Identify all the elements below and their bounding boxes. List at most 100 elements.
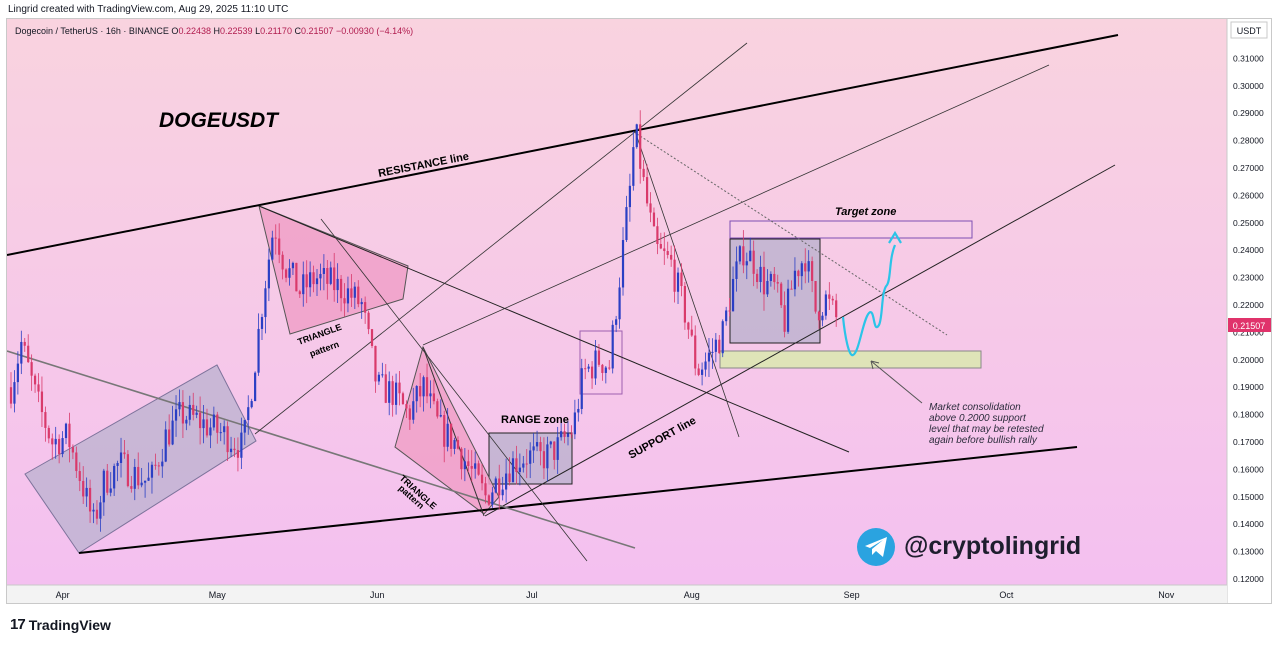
time-tick-label: Nov <box>1158 590 1175 600</box>
candle-body <box>408 408 411 420</box>
candle-body <box>209 427 212 436</box>
candle-body <box>749 250 752 262</box>
price-tick-label: 0.15000 <box>1233 492 1264 502</box>
candle-body <box>587 366 590 369</box>
candle-body <box>505 473 508 490</box>
candle-body <box>123 452 126 455</box>
currency-label: USDT <box>1237 26 1262 36</box>
rising-channel <box>24 364 257 554</box>
candle-body <box>797 270 800 277</box>
candle-body <box>756 273 759 283</box>
candle-body <box>260 317 264 329</box>
candle-body <box>714 339 717 352</box>
close-value: 0.21507 <box>300 26 334 36</box>
candle-body <box>154 464 157 466</box>
cross-line-c <box>320 218 588 562</box>
candle-body <box>419 386 422 397</box>
candle-body <box>174 409 178 421</box>
candle-body <box>240 432 243 458</box>
candle-body <box>95 509 99 519</box>
candle-body <box>157 465 160 467</box>
candle-body <box>484 483 487 496</box>
candle-body <box>759 266 762 283</box>
candle-body <box>205 419 209 436</box>
low-value: 0.21170 <box>260 26 292 36</box>
price-tick-label: 0.21000 <box>1233 327 1264 337</box>
candle-body <box>656 226 659 245</box>
close-label: C <box>294 26 301 36</box>
candle-body <box>360 302 363 305</box>
candle-body <box>250 401 253 408</box>
candle-body <box>683 286 687 323</box>
range-zone-label: RANGE zone <box>501 414 569 426</box>
price-chart[interactable]: DOGEUSDT RESISTANCE line SUPPORT line TR… <box>7 19 1271 603</box>
cross-line-a <box>254 42 748 435</box>
candle-body <box>680 272 683 287</box>
candle-body <box>467 461 470 467</box>
candle-body <box>731 278 735 312</box>
chart-frame[interactable]: DOGEUSDT RESISTANCE line SUPPORT line TR… <box>6 18 1272 604</box>
candle-body <box>137 466 140 486</box>
candle-body <box>109 488 112 493</box>
candle-body <box>584 368 587 370</box>
candle-body <box>78 471 81 481</box>
candle-body <box>553 441 556 460</box>
candle-body <box>601 364 604 373</box>
candle-body <box>30 362 33 376</box>
open-value: 0.22438 <box>178 26 211 36</box>
candle-body <box>766 281 769 295</box>
candle-body <box>786 288 790 332</box>
chart-background <box>7 19 1227 585</box>
candle-body <box>415 386 418 402</box>
price-axis[interactable]: 0.320000.310000.300000.290000.280000.270… <box>1233 26 1264 584</box>
price-tick-label: 0.12000 <box>1233 574 1264 584</box>
candle-body <box>257 328 260 373</box>
candle-body <box>652 212 656 227</box>
candle-body <box>718 339 721 354</box>
gray-downtrend-line <box>7 350 636 549</box>
candle-body <box>831 298 834 301</box>
forecast-arrow-head <box>888 230 902 244</box>
candle-body <box>353 286 356 298</box>
last-price-value: 0.21507 <box>1233 321 1266 331</box>
candle-body <box>807 261 810 272</box>
candle-body <box>425 377 429 397</box>
symbol-name[interactable]: Dogecoin / TetherUS · 16h · BINANCE <box>15 26 169 36</box>
candle-body <box>226 426 229 453</box>
candle-body <box>446 423 449 447</box>
candle-body <box>181 402 185 424</box>
candle-body <box>456 440 460 449</box>
candle-body <box>487 495 491 505</box>
candle-body <box>161 461 164 467</box>
price-axis-background <box>1227 19 1271 603</box>
tradingview-logo[interactable]: 17 TradingView <box>10 616 111 633</box>
time-axis[interactable]: Apr May Jun Jul Aug Sep Oct Nov <box>56 590 1175 600</box>
candle-body <box>522 463 525 468</box>
note-line-2: above 0.2000 support <box>929 413 1027 424</box>
candle-body <box>147 477 150 481</box>
price-tick-label: 0.17000 <box>1233 437 1264 447</box>
candle-body <box>75 452 78 472</box>
candle-body <box>47 427 50 439</box>
candle-body <box>793 270 797 290</box>
candle-body <box>573 412 576 435</box>
candle-body <box>130 486 133 489</box>
candle-body <box>54 438 57 445</box>
candle-body <box>68 423 71 448</box>
candle-body <box>542 451 546 469</box>
triangle-left-edge <box>422 346 485 517</box>
candle-body <box>821 315 824 321</box>
candle-body <box>150 464 154 478</box>
lower-channel-line <box>78 446 1078 554</box>
support-line <box>484 164 1116 517</box>
currency-box[interactable] <box>1230 21 1268 39</box>
candle-body <box>711 351 714 353</box>
target-zone-label: Target zone <box>835 206 896 218</box>
candle-body <box>608 367 611 369</box>
last-price-tag <box>1228 318 1271 332</box>
candle-body <box>556 437 559 460</box>
candle-body <box>529 450 532 464</box>
candle-body <box>171 420 174 445</box>
candle-body <box>271 237 274 260</box>
candle-body <box>381 374 384 376</box>
